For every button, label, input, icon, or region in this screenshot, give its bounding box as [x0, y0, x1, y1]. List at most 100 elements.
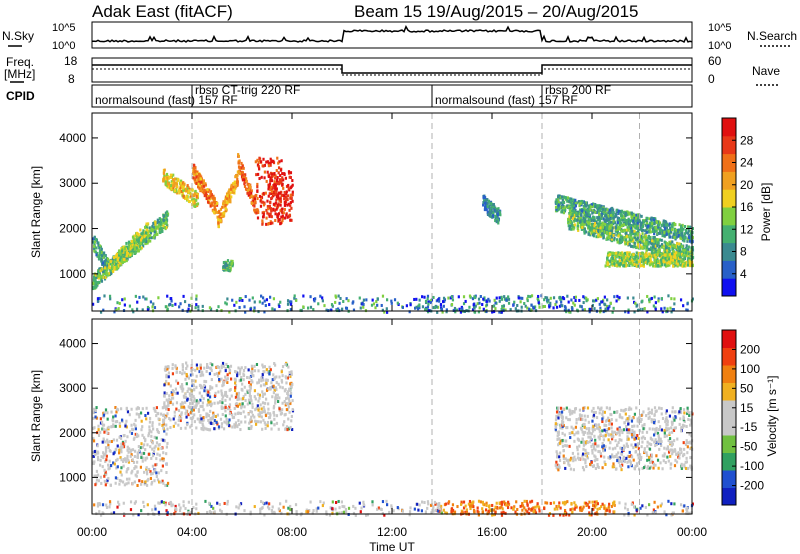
ground-cell: [532, 305, 535, 309]
echo-cell: [155, 475, 158, 479]
echo-cell: [654, 244, 657, 248]
echo-cell: [220, 220, 223, 224]
ground-cell: [593, 307, 596, 311]
echo-cell: [191, 193, 195, 197]
echo-cell: [133, 449, 137, 453]
echo-cell: [99, 458, 102, 462]
echo-cell: [571, 223, 574, 227]
echo-cell: [228, 261, 231, 265]
echo-cell: [642, 252, 645, 256]
echo-cell: [616, 221, 619, 225]
echo-cell: [254, 200, 257, 204]
echo-cell: [165, 398, 168, 402]
echo-cell: [106, 259, 109, 263]
echo-cell: [271, 190, 274, 194]
ground-cell: [376, 303, 379, 307]
ground-cell: [231, 298, 234, 302]
echo-cell: [175, 183, 178, 187]
echo-cell: [290, 414, 293, 418]
echo-cell: [94, 415, 97, 419]
echo-cell: [286, 203, 289, 207]
echo-cell: [137, 241, 141, 245]
echo-cell: [264, 397, 268, 401]
echo-cell: [238, 379, 241, 383]
ground-cell: [517, 296, 520, 300]
echo-cell: [675, 251, 678, 255]
echo-cell: [637, 264, 640, 268]
echo-cell: [134, 432, 137, 436]
echo-cell: [633, 221, 636, 225]
ground-cell: [435, 299, 438, 303]
ground-cell: [520, 305, 523, 309]
echo-cell: [188, 392, 191, 396]
echo-cell: [663, 240, 666, 244]
echo-cell: [119, 407, 123, 411]
ground-cell: [341, 307, 344, 311]
echo-cell: [144, 438, 147, 442]
ground-cell: [123, 303, 126, 307]
echo-cell: [105, 472, 108, 476]
ground-cell: [483, 296, 486, 300]
echo-cell: [264, 426, 267, 430]
echo-cell: [678, 249, 682, 253]
echo-cell: [269, 220, 272, 224]
echo-cell: [253, 415, 256, 419]
ground-cell: [413, 297, 416, 301]
echo-cell: [662, 233, 665, 237]
echo-cell: [122, 458, 126, 462]
echo-cell: [676, 244, 679, 248]
echo-cell: [493, 208, 496, 212]
echo-cell: [624, 242, 627, 246]
echo-cell: [289, 204, 292, 208]
echo-cell: [192, 395, 195, 399]
echo-cell: [102, 453, 106, 457]
echo-cell: [564, 196, 568, 200]
echo-cell: [592, 204, 595, 208]
echo-cell: [194, 166, 197, 170]
echo-cell: [574, 208, 577, 212]
echo-cell: [665, 246, 668, 250]
echo-cell: [116, 465, 119, 469]
ground-cell: [386, 310, 389, 314]
echo-cell: [616, 262, 620, 266]
ground-cell: [208, 306, 212, 310]
ground-cell: [608, 304, 611, 308]
ground-cell: [170, 299, 173, 303]
echo-cell: [226, 407, 230, 411]
echo-cell: [146, 479, 149, 483]
echo-cell: [655, 221, 659, 225]
echo-cell: [291, 190, 294, 194]
echo-cell: [231, 259, 234, 263]
echo-cell: [129, 247, 133, 251]
ground-cell: [374, 306, 377, 310]
ground-cell: [540, 294, 543, 298]
echo-cell: [150, 229, 153, 233]
echo-cell: [165, 470, 168, 474]
ground-cell: [481, 302, 484, 306]
echo-cell: [277, 191, 281, 195]
echo-cell: [202, 397, 205, 401]
echo-cell: [93, 246, 96, 250]
echo-cell: [166, 184, 170, 188]
echo-cell: [577, 215, 580, 219]
echo-cell: [283, 197, 286, 201]
echo-cell: [603, 219, 606, 223]
echo-cell: [174, 387, 178, 391]
echo-cell: [673, 245, 677, 249]
echo-cell: [587, 218, 590, 222]
echo-cell: [645, 230, 648, 234]
echo-cell: [135, 238, 138, 242]
echo-cell: [673, 260, 676, 264]
echo-cell: [222, 261, 226, 265]
echo-cell: [624, 238, 628, 242]
echo-cell: [127, 240, 131, 244]
echo-cell: [125, 258, 128, 262]
echo-cell: [269, 222, 272, 226]
echo-cell: [99, 417, 102, 421]
echo-cell: [193, 204, 196, 208]
echo-cell: [226, 377, 229, 381]
echo-cell: [656, 227, 659, 231]
echo-cell: [591, 211, 594, 215]
echo-cell: [560, 201, 563, 205]
